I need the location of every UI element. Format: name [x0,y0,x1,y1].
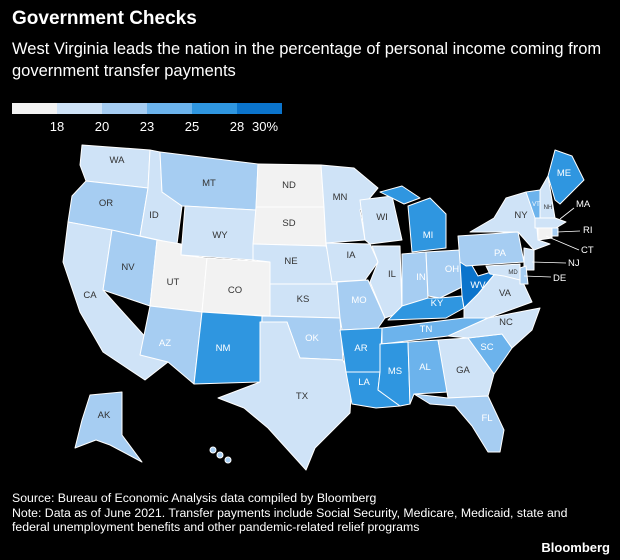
state-mi [379,185,447,253]
state-label: AL [419,362,431,373]
legend-swatch [192,103,237,114]
state-label: SC [480,342,493,353]
state-label: IL [388,269,396,280]
state-label: PA [494,248,507,259]
state-label: TN [420,324,433,335]
state-label: NE [284,256,297,267]
state-label: MT [202,178,216,189]
state-wi [359,195,403,245]
state-ga [437,337,495,399]
state-label: IA [347,250,357,261]
state-label: SD [282,218,295,229]
bloomberg-logo: Bloomberg [541,540,610,555]
state-fl [413,393,505,453]
state-label: OH [445,264,459,275]
state-ky [387,295,465,321]
state-label: UT [167,277,180,288]
state-hi [216,451,224,459]
legend-label: 25 [184,119,200,134]
state-label: AZ [159,338,171,349]
methodology-note: Note: Data as of June 2021. Transfer pay… [12,505,568,535]
legend-swatch [102,103,147,114]
label-leader-lines [523,207,581,278]
state-de [519,265,529,285]
state-label: NC [499,317,513,328]
state-label: MO [351,295,366,306]
state-md [485,263,521,281]
legend-label: 28 [229,119,245,134]
state-label: AR [354,343,367,354]
state-label: NJ [568,258,580,269]
legend-swatch [237,103,282,114]
legend-label: 20 [94,119,110,134]
state-label: KS [297,294,310,305]
state-ia [325,242,379,283]
state-ct [537,227,553,241]
state-label: CT [581,245,594,256]
legend-swatch [147,103,192,114]
state-label: DE [553,273,566,284]
state-label: MD [508,270,518,276]
legend-label: 30% [251,119,279,134]
legend-swatch [57,103,102,114]
state-label: RI [583,225,593,236]
source-note: Source: Bureau of Economic Analysis data… [12,491,377,505]
state-label: MS [388,366,402,377]
state-label: ME [557,168,571,179]
state-label: WI [376,212,388,223]
state-label: NH [544,205,553,211]
chart-subtitle: West Virginia leads the nation in the pe… [12,40,602,80]
state-label: OK [305,333,319,344]
state-label: ID [149,210,159,221]
state-hi [209,446,217,454]
state-label: VA [499,288,512,299]
state-label: AK [98,410,111,421]
state-nc [447,307,541,349]
state-label: WA [110,155,126,166]
state-az [139,305,203,385]
state-label: OR [99,198,113,209]
state-labels: WA OR CA ID NV MT WY UT CO AZ NM ND SD N… [83,155,593,424]
state-label: NY [514,210,528,221]
state-label: TX [296,391,309,402]
state-label: IN [416,272,426,283]
state-label: NV [121,262,135,273]
state-label: MI [423,230,434,241]
state-mn [320,164,379,244]
state-tx [217,321,353,471]
state-ak [74,391,143,463]
state-label: ND [282,180,296,191]
state-oh [425,249,465,299]
state-nj [523,247,535,271]
chart-title: Government Checks [12,8,197,29]
state-al [407,339,449,405]
state-label: MA [576,199,591,210]
state-hi [224,456,232,464]
color-legend: 18 20 23 25 28 30% [12,103,282,136]
state-ma [534,217,567,229]
state-label: MN [333,192,348,203]
state-label: CA [83,290,97,301]
state-pa [457,231,525,267]
state-il [369,245,403,319]
state-label: VT [532,202,540,208]
state-label: NM [216,343,231,354]
legend-label: 18 [49,119,65,134]
state-label: LA [358,377,370,388]
state-label: WV [470,280,486,291]
state-label: FL [481,413,492,424]
legend-swatch [12,103,57,114]
state-label: WY [212,230,228,241]
state-label: GA [456,365,470,376]
state-label: CO [228,285,242,296]
legend-label: 23 [139,119,155,134]
state-me [547,149,585,205]
chart-footer: Source: Bureau of Economic Analysis data… [12,491,572,535]
state-label: KY [431,298,444,309]
